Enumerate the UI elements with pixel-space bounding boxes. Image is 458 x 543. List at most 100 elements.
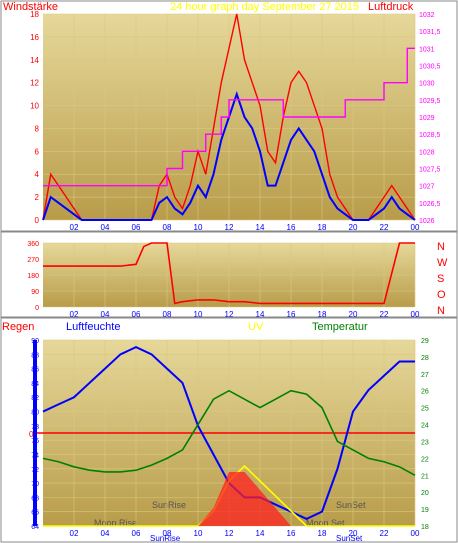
x-tick-label-p3: 18	[318, 529, 327, 538]
x-tick-label-p3: 10	[194, 529, 203, 538]
y-tick-label-temperature: 22	[421, 456, 429, 463]
x-tick-label-p3: 06	[132, 529, 141, 538]
x-tick-label-p3: 20	[349, 529, 358, 538]
x-tick-label-p1: 12	[225, 223, 234, 232]
sunrise-tick-label: SunRise	[150, 534, 181, 543]
temperature-label: Temperatur	[312, 321, 368, 333]
x-tick-label-p2: 06	[132, 310, 141, 319]
x-tick-label-p2: 08	[163, 310, 172, 319]
y-tick-label-temperature: 27	[421, 372, 429, 379]
x-tick-label-p3: 22	[380, 529, 389, 538]
wind-label: Windstärke	[3, 1, 58, 13]
x-tick-label-p2: 14	[256, 310, 265, 319]
y-tick-label-pressure: 1028	[419, 149, 435, 156]
y-tick-label-wind: 8	[35, 124, 40, 133]
humidity-axis-bar	[33, 340, 37, 526]
panel-3-frame	[0, 317, 458, 543]
x-tick-label-p1: 04	[101, 223, 110, 232]
compass-label: O	[437, 289, 446, 301]
direction-series	[43, 242, 415, 305]
x-tick-label-p3: 14	[256, 529, 265, 538]
y-tick-label-pressure: 1026	[419, 218, 435, 225]
sunset-tick-label: SunSet	[336, 534, 363, 543]
x-tick-label-p3: 02	[70, 529, 79, 538]
y-tick-label-wind: 2	[35, 193, 40, 202]
y-tick-label-direction: 270	[27, 257, 39, 264]
x-tick-label-p3: 08	[163, 529, 172, 538]
x-tick-label-p1: 02	[70, 223, 79, 232]
y-tick-label-pressure: 1028,5	[419, 132, 441, 139]
x-tick-label-p2: 12	[225, 310, 234, 319]
compass-label: N	[437, 241, 445, 253]
x-tick-label-p3: 12	[225, 529, 234, 538]
moonrise-annotation: Moon Rise	[94, 518, 137, 528]
uv-label: UV	[248, 321, 264, 333]
y-tick-label-pressure: 1032	[419, 12, 435, 19]
y-tick-label-temperature: 18	[421, 524, 429, 531]
y-tick-label-temperature: 23	[421, 439, 429, 446]
y-tick-label-pressure: 1029,5	[419, 98, 441, 105]
y-tick-label-temperature: 20	[421, 490, 429, 497]
compass-label: W	[437, 257, 448, 269]
y-tick-label-pressure: 1031,5	[419, 29, 441, 36]
y-tick-label-direction: 180	[27, 273, 39, 280]
moonset-annotation: Moon Set	[306, 518, 345, 528]
x-tick-label-p2: 22	[380, 310, 389, 319]
chart-title: 24 hour graph day September 27 2015	[170, 1, 359, 13]
compass-label: S	[437, 273, 444, 285]
y-tick-label-pressure: 1027,5	[419, 167, 441, 174]
x-tick-label-p3: 16	[287, 529, 296, 538]
y-tick-label-temperature: 28	[421, 355, 429, 362]
y-tick-label-temperature: 26	[421, 389, 429, 396]
y-tick-label-temperature: 25	[421, 406, 429, 413]
y-tick-label-temperature: 19	[421, 507, 429, 514]
y-tick-label-wind: 10	[30, 102, 39, 111]
x-tick-label-p2: 00	[411, 310, 420, 319]
x-tick-label-p1: 10	[194, 223, 203, 232]
y-tick-label-pressure: 1030,5	[419, 64, 441, 71]
x-tick-label-p1: 18	[318, 223, 327, 232]
x-tick-label-p3: 04	[101, 529, 110, 538]
rain-label: Regen	[2, 321, 34, 333]
rain-zero-tick: 0	[29, 430, 34, 439]
x-tick-label-p2: 20	[349, 310, 358, 319]
temperature-series	[42, 389, 416, 476]
x-tick-label-p1: 06	[132, 223, 141, 232]
humidity-label: Luftfeuchte	[66, 321, 120, 333]
solar-series	[43, 472, 415, 526]
y-tick-label-pressure: 1026,5	[419, 201, 441, 208]
x-tick-label-p2: 02	[70, 310, 79, 319]
y-tick-label-wind: 14	[30, 56, 39, 65]
x-tick-label-p1: 08	[163, 223, 172, 232]
y-tick-label-temperature: 21	[421, 473, 429, 480]
y-tick-label-wind: 4	[35, 170, 40, 179]
pressure-series	[43, 47, 415, 187]
sunrise-annotation: SunRise	[152, 500, 186, 510]
y-tick-label-pressure: 1029	[419, 115, 435, 122]
y-tick-label-temperature: 29	[421, 338, 429, 345]
panel-2-frame	[0, 231, 458, 318]
y-tick-label-humidity: 64	[31, 524, 39, 531]
x-tick-label-p1: 20	[349, 223, 358, 232]
x-tick-label-p2: 16	[287, 310, 296, 319]
x-tick-label-p2: 18	[318, 310, 327, 319]
y-tick-label-pressure: 1030	[419, 81, 435, 88]
y-tick-label-wind: 6	[35, 147, 40, 156]
y-tick-label-direction: 360	[27, 241, 39, 248]
x-tick-label-p1: 22	[380, 223, 389, 232]
y-tick-label-wind: 12	[30, 79, 39, 88]
compass-label: N	[437, 305, 445, 317]
y-tick-label-direction: 0	[35, 305, 39, 312]
x-tick-label-p3: 00	[411, 529, 420, 538]
pressure-label: Luftdruck	[368, 1, 414, 13]
x-tick-label-p1: 14	[256, 223, 265, 232]
sunset-annotation: SunSet	[336, 500, 366, 510]
x-tick-label-p1: 00	[411, 223, 420, 232]
panel-1-frame	[0, 0, 458, 232]
y-tick-label-wind: 18	[30, 10, 39, 19]
y-tick-label-temperature: 24	[421, 423, 429, 430]
y-tick-label-wind: 16	[30, 33, 39, 42]
